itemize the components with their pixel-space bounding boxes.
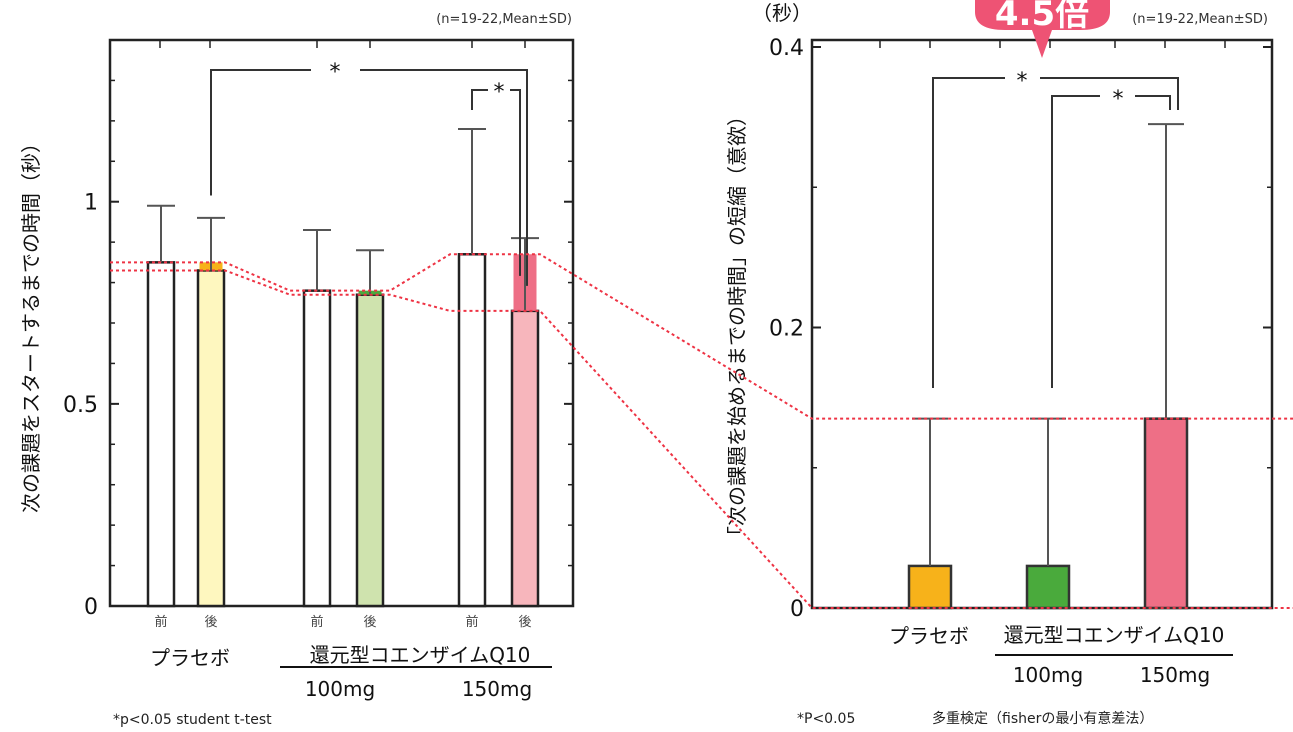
left-minor-ticks [110, 40, 573, 567]
left-bar-group [457, 127, 487, 608]
right-minor-ticks [812, 40, 1272, 469]
left-bar-group [510, 237, 540, 608]
left-group-label-placebo: プラセボ [150, 646, 230, 670]
left-prepost-label: 後 [518, 615, 531, 630]
left-bars [146, 127, 540, 608]
left-ytick-label: 1 [84, 191, 98, 216]
fold-badge-text: 4.5倍 [995, 0, 1089, 34]
left-significance: ** [210, 60, 528, 286]
right-significance: ** [932, 69, 1179, 388]
right-ytick-label: 0 [790, 597, 804, 622]
right-plot-frame [810, 38, 1274, 610]
right-sig-star-inner: * [1113, 87, 1124, 112]
right-y-ticks: 0 0.2 0.4 [769, 36, 1272, 622]
right-cat-label-100: 100mg [1013, 663, 1083, 687]
connector-lines [110, 253, 1293, 609]
fold-badge: 4.5倍 [975, 0, 1110, 58]
right-footnote: *P<0.05 [797, 711, 855, 727]
right-y-unit: （秒） [752, 1, 812, 25]
right-ytick-label: 0.2 [769, 317, 804, 342]
left-bar-group [302, 229, 332, 608]
left-bar [457, 253, 487, 608]
right-bar-group [1143, 123, 1189, 610]
right-bar [907, 564, 953, 610]
left-prepost-label: 前 [465, 614, 478, 630]
right-cat-label-placebo: プラセボ [889, 624, 969, 648]
right-bar [1143, 417, 1189, 610]
left-prepost-label: 後 [363, 615, 376, 630]
right-cat-label-150: 150mg [1140, 663, 1210, 687]
right-footnote-method: 多重検定（fisherの最小有意差法） [932, 710, 1153, 727]
left-subgroup-label-100: 100mg [305, 677, 375, 701]
left-bar [146, 261, 176, 608]
right-bar-group [1025, 417, 1071, 610]
right-ytick-label: 0.4 [769, 36, 804, 61]
right-group-label-q10: 還元型コエンザイムQ10 [1004, 623, 1225, 647]
left-ytick-label: 0 [84, 595, 98, 620]
left-footnote: *p<0.05 student t-test [113, 712, 272, 728]
left-chart: (n=19-22,Mean±SD) 0 0.5 1 次の課題をスタートするまでの時間… [19, 12, 575, 728]
left-prepost-label: 前 [310, 614, 323, 630]
left-bar [355, 293, 385, 608]
left-sig-bracket-main [210, 69, 528, 286]
left-bar [196, 269, 226, 608]
left-prepost-label: 前 [154, 614, 167, 630]
left-prepost-label: 後 [204, 615, 217, 630]
right-bar [1025, 564, 1071, 610]
connector-lower [110, 269, 1293, 609]
right-sig-star-main: * [1017, 69, 1028, 94]
right-n-note: (n=19-22,Mean±SD) [1132, 12, 1268, 27]
left-bar-group [146, 204, 176, 608]
right-bars [907, 123, 1189, 610]
left-y-axis-label: 次の課題をスタートするまでの時間（秒） [19, 133, 43, 513]
left-plot-frame [108, 38, 575, 608]
left-sig-bracket-inner [471, 89, 521, 276]
left-bar [510, 309, 540, 608]
right-y-axis-label: 「次の課題を始めるまでの時間」の短縮（意欲） [725, 106, 749, 546]
right-sig-bracket-inner [1051, 95, 1171, 388]
left-bar [302, 289, 332, 608]
right-bar-group [907, 417, 953, 610]
left-sig-star-main: * [330, 60, 341, 85]
right-sig-bracket-main [932, 77, 1179, 388]
left-sig-star-inner: * [494, 80, 505, 105]
left-bar-group [196, 216, 226, 608]
right-x-labels: プラセボ 還元型コエンザイムQ10 100mg 150mg [889, 623, 1224, 687]
left-ytick-label: 0.5 [63, 393, 98, 418]
right-chart: （秒） (n=19-22,Mean±SD) 0 0.2 0.4 「次の課題を始めるま… [725, 0, 1274, 727]
left-n-note: (n=19-22,Mean±SD) [436, 12, 572, 27]
left-subgroup-label-150: 150mg [462, 677, 532, 701]
left-group-label-q10: 還元型コエンザイムQ10 [310, 643, 531, 667]
left-bar-group [355, 249, 385, 608]
connector-upper [110, 253, 1293, 420]
